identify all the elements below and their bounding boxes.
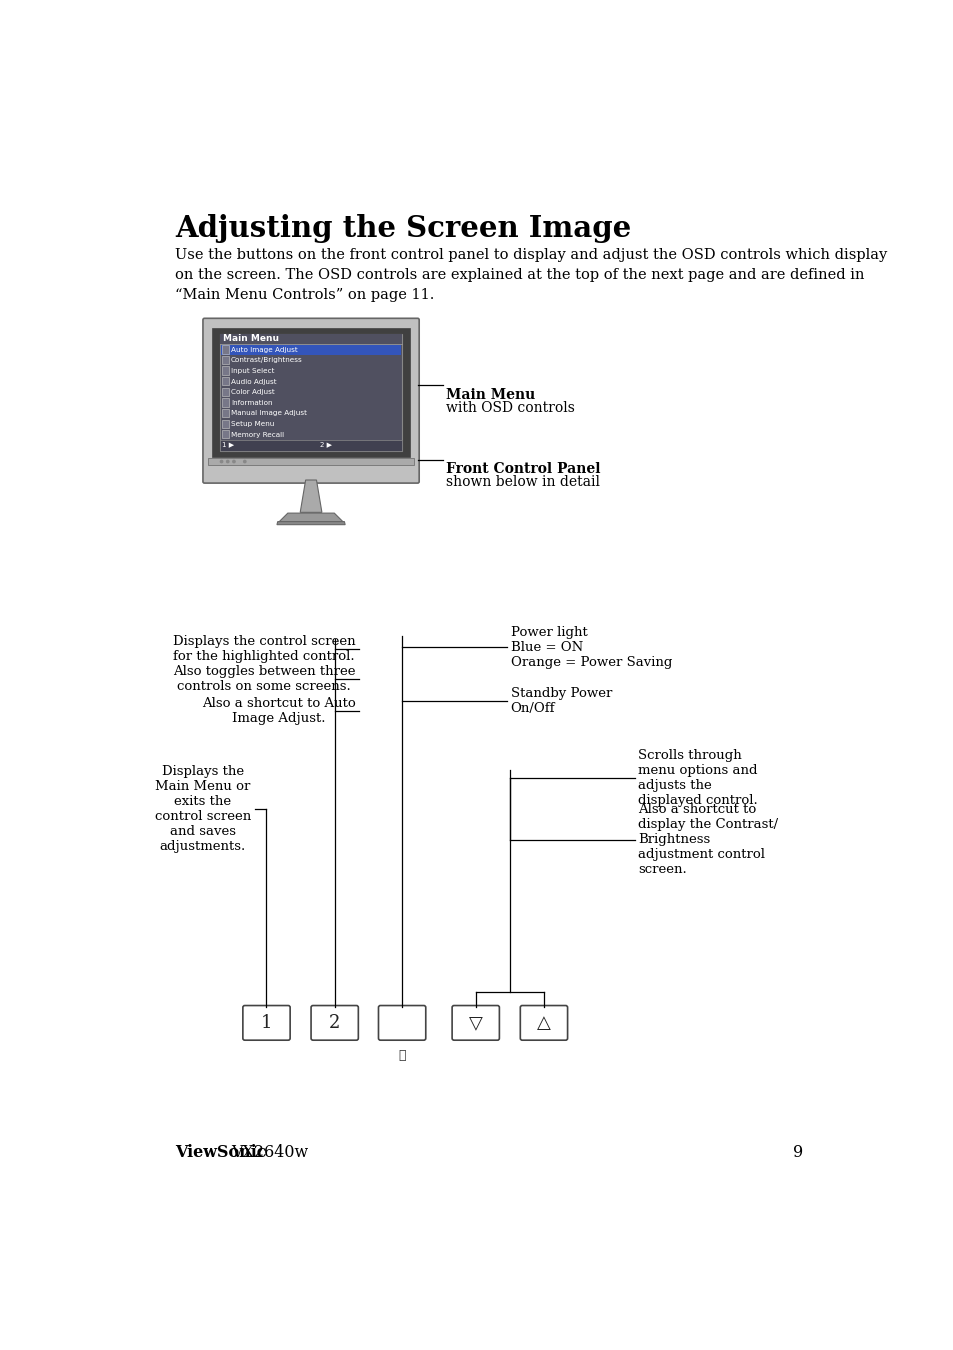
Text: Audio Adjust: Audio Adjust: [231, 378, 276, 385]
Bar: [222, 387, 229, 396]
Circle shape: [227, 460, 229, 463]
Bar: [222, 398, 229, 406]
Text: △: △: [537, 1014, 550, 1031]
Polygon shape: [276, 521, 345, 525]
Bar: [222, 377, 229, 385]
Text: 1 ▶: 1 ▶: [222, 441, 234, 448]
Text: Information: Information: [231, 400, 272, 406]
Text: Input Select: Input Select: [231, 369, 274, 374]
FancyBboxPatch shape: [311, 1006, 358, 1041]
Text: Contrast/Brightness: Contrast/Brightness: [231, 358, 302, 363]
Text: Manual Image Adjust: Manual Image Adjust: [231, 410, 307, 416]
Text: 2 ▶: 2 ▶: [320, 441, 332, 448]
Text: Also a shortcut to Auto
Image Adjust.: Also a shortcut to Auto Image Adjust.: [202, 697, 355, 725]
Text: Displays the
Main Menu or
exits the
control screen
and saves
adjustments.: Displays the Main Menu or exits the cont…: [154, 765, 251, 853]
Circle shape: [233, 460, 234, 463]
Circle shape: [220, 460, 222, 463]
Text: VX2640w: VX2640w: [231, 1145, 308, 1161]
Text: ▽: ▽: [468, 1014, 482, 1031]
Text: Main Menu: Main Menu: [223, 335, 279, 343]
Text: 9: 9: [792, 1145, 802, 1161]
FancyBboxPatch shape: [203, 319, 418, 483]
Bar: [220, 333, 402, 451]
Polygon shape: [300, 481, 321, 513]
Circle shape: [243, 460, 246, 463]
Text: 1: 1: [260, 1014, 272, 1031]
Text: Standby Power
On/Off: Standby Power On/Off: [510, 687, 612, 716]
Text: Front Control Panel: Front Control Panel: [446, 462, 600, 477]
Text: with OSD controls: with OSD controls: [446, 401, 575, 414]
Text: Memory Recall: Memory Recall: [231, 432, 284, 437]
Text: Power light
Blue = ON
Orange = Power Saving: Power light Blue = ON Orange = Power Sav…: [510, 625, 671, 668]
FancyBboxPatch shape: [452, 1006, 498, 1041]
Text: Use the buttons on the front control panel to display and adjust the OSD control: Use the buttons on the front control pan…: [174, 248, 886, 302]
Polygon shape: [278, 513, 343, 522]
Text: Color Adjust: Color Adjust: [231, 389, 274, 396]
Bar: [222, 366, 229, 375]
Text: shown below in detail: shown below in detail: [446, 475, 599, 490]
FancyBboxPatch shape: [519, 1006, 567, 1041]
FancyBboxPatch shape: [378, 1006, 425, 1041]
Bar: [222, 420, 229, 428]
Text: Adjusting the Screen Image: Adjusting the Screen Image: [174, 215, 631, 243]
Text: Displays the control screen
for the highlighted control.: Displays the control screen for the high…: [172, 634, 355, 663]
Bar: [208, 459, 414, 464]
Text: Scrolls through
menu options and
adjusts the
displayed control.: Scrolls through menu options and adjusts…: [638, 749, 758, 807]
Bar: [222, 356, 229, 365]
Text: Setup Menu: Setup Menu: [231, 421, 274, 427]
Bar: [212, 328, 410, 456]
Text: 2: 2: [329, 1014, 340, 1031]
Text: Auto Image Adjust: Auto Image Adjust: [231, 347, 297, 352]
Bar: [220, 344, 401, 355]
Bar: [222, 346, 229, 354]
Text: ⏻: ⏻: [398, 1049, 405, 1062]
Bar: [222, 431, 229, 439]
Bar: [220, 440, 402, 451]
Bar: [222, 409, 229, 417]
Text: ViewSonic: ViewSonic: [174, 1145, 266, 1161]
Text: Also toggles between three
controls on some screens.: Also toggles between three controls on s…: [172, 666, 355, 694]
FancyBboxPatch shape: [243, 1006, 290, 1041]
Text: Main Menu: Main Menu: [446, 387, 535, 401]
Text: Also a shortcut to
display the Contrast/
Brightness
adjustment control
screen.: Also a shortcut to display the Contrast/…: [638, 803, 778, 876]
Bar: [220, 333, 402, 344]
